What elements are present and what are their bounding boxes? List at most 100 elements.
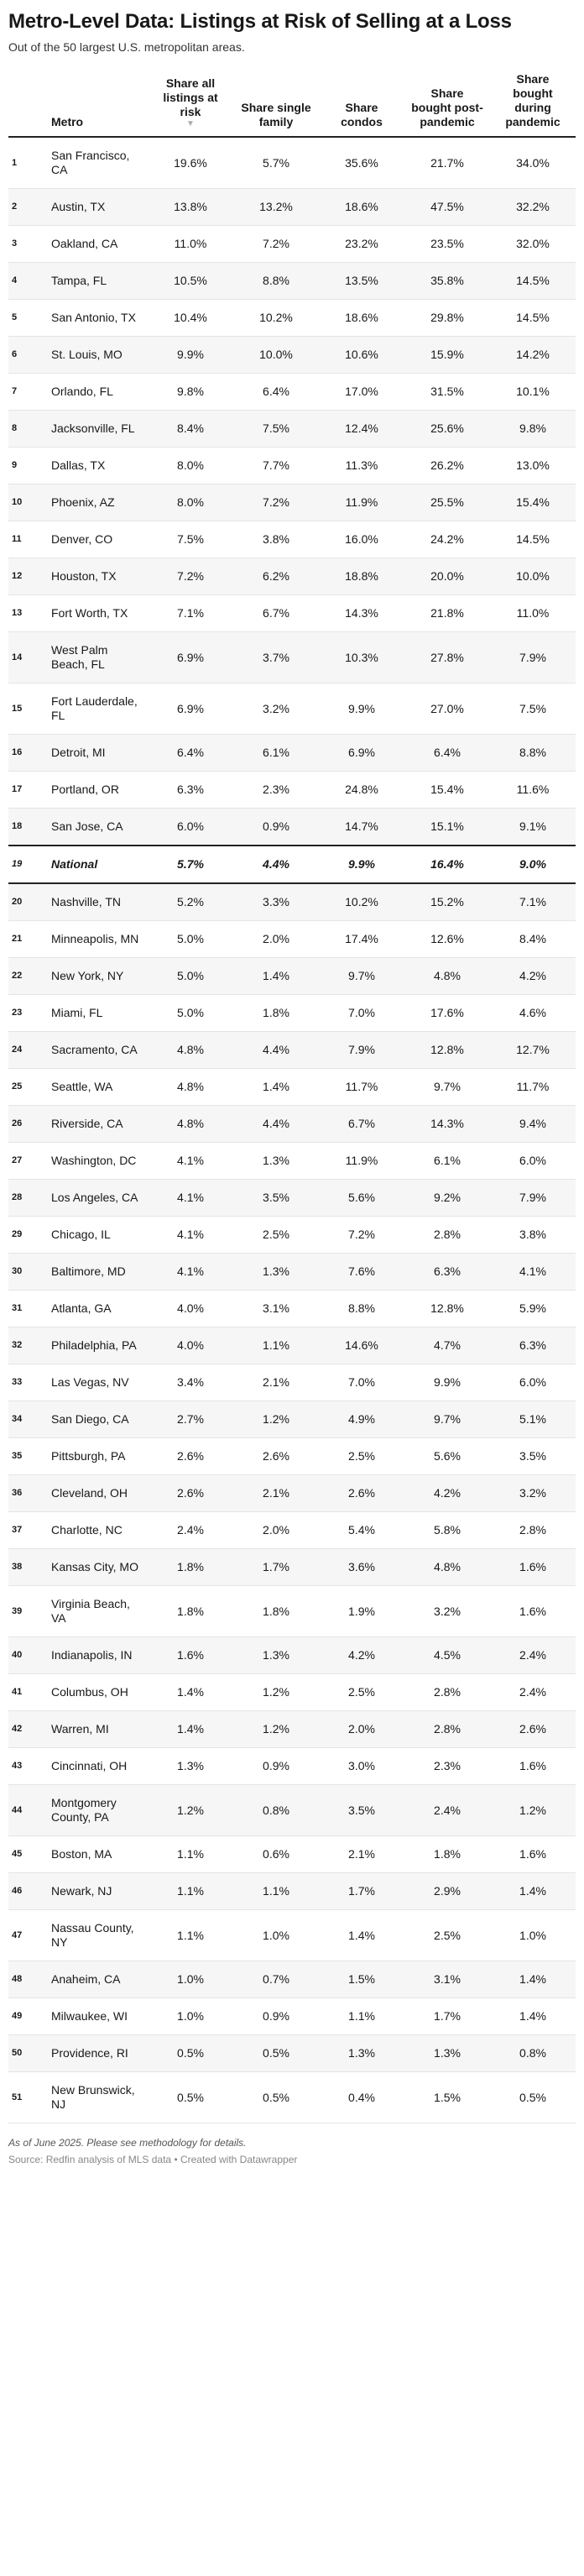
rank: 28 <box>8 1179 46 1217</box>
rank: 49 <box>8 1997 46 2035</box>
value-cell: 2.8% <box>404 1710 490 1748</box>
rank: 17 <box>8 771 46 809</box>
metro: Houston, TX <box>46 558 148 595</box>
table-row: 19 National 5.7% 4.4% 9.9% 16.4% 9.0% <box>8 845 576 884</box>
rank: 29 <box>8 1216 46 1254</box>
rank: 48 <box>8 1961 46 1998</box>
value-cell: 7.5% <box>148 521 233 558</box>
metro: Portland, OR <box>46 771 148 809</box>
value-cell: 25.6% <box>404 410 490 448</box>
rank: 41 <box>8 1673 46 1711</box>
value-cell: 12.7% <box>490 1031 576 1069</box>
value-cell: 14.2% <box>490 336 576 374</box>
value-cell: 4.4% <box>233 1105 319 1143</box>
value-cell: 10.4% <box>148 299 233 337</box>
column-header[interactable]: Share bought during pandemic <box>490 69 576 138</box>
value-cell: 9.2% <box>404 1179 490 1217</box>
table-row: 43 Cincinnati, OH 1.3% 0.9% 3.0% 2.3% 1.6% <box>8 1747 576 1785</box>
value-cell: 4.1% <box>148 1179 233 1217</box>
rank: 1 <box>8 137 46 189</box>
value-cell: 2.8% <box>404 1216 490 1254</box>
value-cell: 2.4% <box>148 1511 233 1549</box>
value-cell: 6.3% <box>148 771 233 809</box>
value-cell: 7.2% <box>233 484 319 521</box>
value-cell: 6.7% <box>319 1105 404 1143</box>
value-cell: 2.5% <box>233 1216 319 1254</box>
subtitle: Out of the 50 largest U.S. metropolitan … <box>8 40 245 54</box>
value-cell: 20.0% <box>404 558 490 595</box>
metro: Nashville, TN <box>46 883 148 921</box>
value-cell: 17.4% <box>319 920 404 958</box>
value-cell: 1.6% <box>490 1585 576 1637</box>
value-cell: 14.3% <box>319 594 404 632</box>
rank: 9 <box>8 447 46 484</box>
metro: Sacramento, CA <box>46 1031 148 1069</box>
value-cell: 35.6% <box>319 137 404 189</box>
value-cell: 1.5% <box>404 2071 490 2123</box>
value-cell: 10.6% <box>319 336 404 374</box>
value-cell: 1.0% <box>233 1909 319 1961</box>
value-cell: 12.8% <box>404 1031 490 1069</box>
value-cell: 4.0% <box>148 1290 233 1327</box>
table-row: 23 Miami, FL 5.0% 1.8% 7.0% 17.6% 4.6% <box>8 994 576 1032</box>
rank: 33 <box>8 1364 46 1401</box>
value-cell: 9.1% <box>490 808 576 846</box>
value-cell: 14.5% <box>490 262 576 300</box>
value-cell: 5.6% <box>404 1437 490 1475</box>
column-header[interactable]: Share condos <box>319 69 404 138</box>
rank: 16 <box>8 734 46 772</box>
rank: 47 <box>8 1909 46 1961</box>
table-row: 39 Virginia Beach, VA 1.8% 1.8% 1.9% 3.2% 1.6% <box>8 1585 576 1637</box>
rank: 27 <box>8 1142 46 1180</box>
column-header[interactable]: Share single family <box>233 69 319 138</box>
table-row: 17 Portland, OR 6.3% 2.3% 24.8% 15.4% 11.6% <box>8 771 576 809</box>
table-row: 22 New York, NY 5.0% 1.4% 9.7% 4.8% 4.2% <box>8 957 576 995</box>
value-cell: 21.8% <box>404 594 490 632</box>
value-cell: 1.6% <box>490 1548 576 1586</box>
value-cell: 8.0% <box>148 484 233 521</box>
rank: 50 <box>8 2034 46 2072</box>
value-cell: 27.8% <box>404 631 490 683</box>
value-cell: 18.6% <box>319 188 404 226</box>
rank: 15 <box>8 683 46 735</box>
metro: Milwaukee, WI <box>46 1997 148 2035</box>
value-cell: 14.6% <box>319 1327 404 1364</box>
metro: Philadelphia, PA <box>46 1327 148 1364</box>
metro: Pittsburgh, PA <box>46 1437 148 1475</box>
value-cell: 27.0% <box>404 683 490 735</box>
value-cell: 2.5% <box>319 1437 404 1475</box>
value-cell: 7.5% <box>490 683 576 735</box>
value-cell: 2.6% <box>490 1710 576 1748</box>
metro: Cleveland, OH <box>46 1474 148 1512</box>
metro: Phoenix, AZ <box>46 484 148 521</box>
value-cell: 15.1% <box>404 808 490 846</box>
value-cell: 1.2% <box>148 1784 233 1836</box>
metro: Denver, CO <box>46 521 148 558</box>
rank: 34 <box>8 1401 46 1438</box>
value-cell: 3.2% <box>490 1474 576 1512</box>
column-header[interactable]: Metro <box>46 69 148 138</box>
value-cell: 10.1% <box>490 373 576 411</box>
rank: 43 <box>8 1747 46 1785</box>
metro: Jacksonville, FL <box>46 410 148 448</box>
value-cell: 2.1% <box>319 1835 404 1873</box>
value-cell: 1.2% <box>233 1673 319 1711</box>
value-cell: 9.4% <box>490 1105 576 1143</box>
value-cell: 2.0% <box>233 920 319 958</box>
value-cell: 10.0% <box>233 336 319 374</box>
value-cell: 6.4% <box>148 734 233 772</box>
table-row: 25 Seattle, WA 4.8% 1.4% 11.7% 9.7% 11.7% <box>8 1068 576 1106</box>
table-row: 46 Newark, NJ 1.1% 1.1% 1.7% 2.9% 1.4% <box>8 1872 576 1910</box>
column-header[interactable]: Share bought post-pandemic <box>404 69 490 138</box>
value-cell: 10.2% <box>233 299 319 337</box>
value-cell: 1.1% <box>233 1327 319 1364</box>
value-cell: 3.2% <box>404 1585 490 1637</box>
value-cell: 7.2% <box>319 1216 404 1254</box>
value-cell: 5.0% <box>148 920 233 958</box>
column-header[interactable]: Share all listings at risk <box>148 69 233 138</box>
value-cell: 0.4% <box>319 2071 404 2123</box>
value-cell: 7.9% <box>490 631 576 683</box>
value-cell: 0.5% <box>233 2071 319 2123</box>
value-cell: 3.1% <box>404 1961 490 1998</box>
value-cell: 14.7% <box>319 808 404 846</box>
